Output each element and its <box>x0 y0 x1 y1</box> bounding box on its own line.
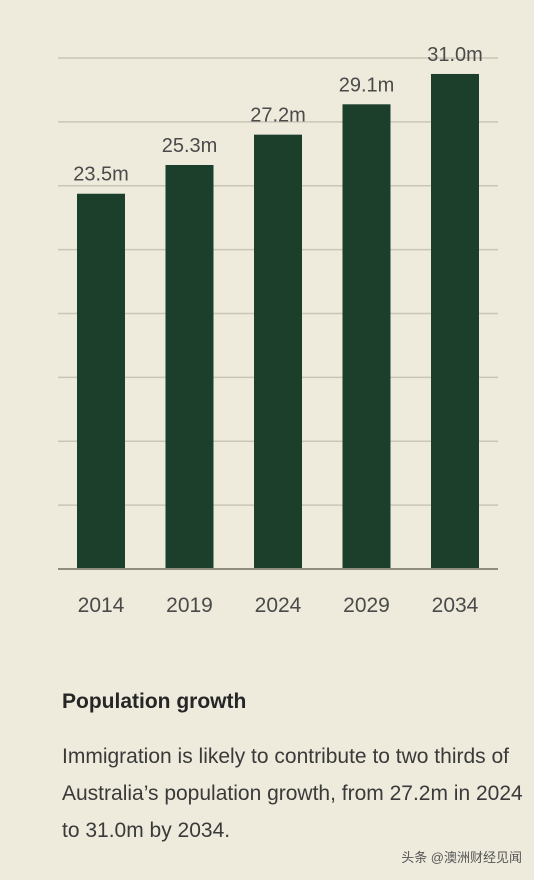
chart-canvas: 23.5m 2014 25.3m 2019 27.2m 2024 29.1m 2029 31.0… <box>58 44 498 617</box>
data-label-2024: 27.2m <box>250 105 306 127</box>
bar-2034 <box>431 73 479 569</box>
bar-2019 <box>165 164 214 569</box>
data-label-2014: 23.5m <box>73 164 129 186</box>
population-bar-chart: 23.5m 2014 25.3m 2019 27.2m 2024 29.1m 2029 31.0… <box>58 44 498 617</box>
data-label-2029: 29.1m <box>339 74 395 96</box>
caption-title: Population growth <box>62 690 247 713</box>
data-label-2019: 25.3m <box>162 135 218 157</box>
x-tick-2019: 2019 <box>166 594 213 617</box>
data-label-2034: 31.0m <box>427 44 483 66</box>
x-tick-2014: 2014 <box>78 594 125 617</box>
watermark: 头条 @澳洲财经见闻 <box>401 850 522 865</box>
bar-2014 <box>77 193 125 569</box>
caption-body: Immigration is likely to contribute to t… <box>62 745 523 842</box>
bar-2024 <box>254 134 302 569</box>
x-tick-2024: 2024 <box>255 594 302 617</box>
bar-2029 <box>342 104 391 569</box>
x-tick-2029: 2029 <box>343 594 390 617</box>
x-tick-2034: 2034 <box>432 594 479 617</box>
